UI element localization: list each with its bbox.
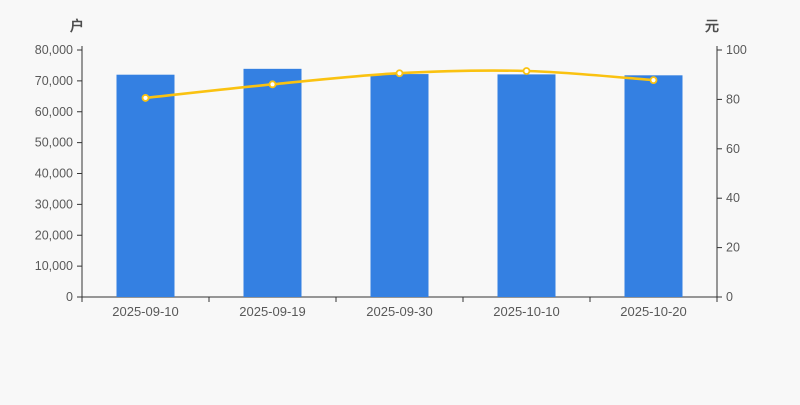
bar[interactable] [116,74,175,297]
line-marker[interactable] [141,94,150,102]
y-axis-left-tick-label: 40,000 [35,167,73,181]
y-axis-left-tick-label: 50,000 [35,136,73,150]
line-marker[interactable] [268,80,277,89]
right-axis-unit-label: 元 [705,18,719,34]
x-axis-label: 2025-10-10 [493,304,560,319]
y-axis-left-tick-label: 0 [66,290,73,304]
line-marker[interactable] [522,67,531,75]
x-axis-label: 2025-09-10 [112,304,179,319]
x-axis-label: 2025-09-30 [366,304,433,319]
left-axis-unit-label: 户 [70,18,84,34]
y-axis-left-tick-label: 80,000 [35,43,73,57]
y-axis-right-tick-label: 40 [726,191,740,205]
y-axis-left-tick-label: 10,000 [35,259,73,273]
y-axis-left-tick-label: 70,000 [35,74,73,88]
x-axis-label: 2025-09-19 [239,304,306,319]
line-marker[interactable] [395,69,404,78]
y-axis-left-tick-label: 60,000 [35,105,73,119]
bar[interactable] [243,68,302,298]
bar[interactable] [497,74,556,297]
line-marker[interactable] [649,76,658,85]
y-axis-right-tick-label: 20 [726,241,740,255]
y-axis-left-tick-label: 20,000 [35,228,73,242]
y-axis-right-tick-label: 100 [726,43,747,57]
bar[interactable] [624,75,683,297]
y-axis-right-tick-label: 60 [726,142,740,156]
y-axis-right-tick-label: 0 [726,290,733,304]
y-axis-left-tick-label: 30,000 [35,197,73,211]
x-axis-label: 2025-10-20 [620,304,687,319]
bar[interactable] [370,74,429,298]
y-axis-right-tick-label: 80 [726,92,740,106]
